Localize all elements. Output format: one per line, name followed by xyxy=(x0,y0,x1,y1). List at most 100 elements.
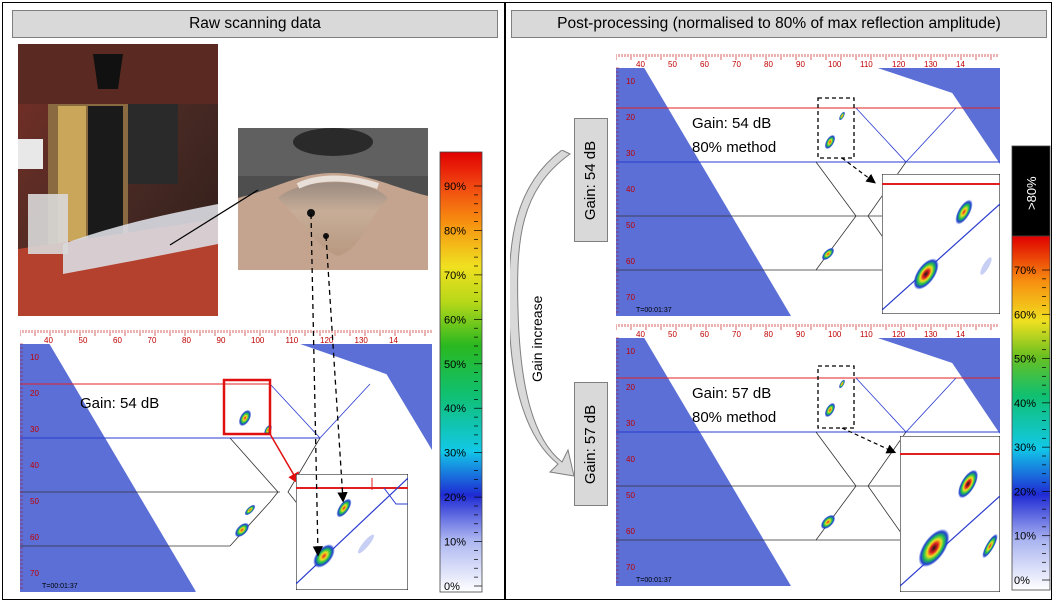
post-top-highlight-box xyxy=(817,97,855,159)
ruler-label: 80 xyxy=(182,336,191,345)
ruler-label: 90 xyxy=(217,336,226,345)
depth-label: 20 xyxy=(30,389,39,398)
colorbar-tick-label: 0% xyxy=(1014,575,1030,587)
post-bottom-scan-image: 40 50 60 70 80 90 100 110 120 130 14 T=00:01:37 10… xyxy=(616,324,1000,586)
ruler-label: 120 xyxy=(892,60,906,69)
side-label-54: Gain: 54 dB xyxy=(574,118,608,242)
ruler-label: 130 xyxy=(924,330,938,339)
post-top-gain-label: Gain: 54 dB xyxy=(692,115,771,132)
ruler-label: 90 xyxy=(796,60,805,69)
depth-label: 60 xyxy=(626,257,635,266)
colorbar-tick-label: 20% xyxy=(1014,486,1036,498)
ruler-label: 60 xyxy=(700,60,709,69)
ruler-label: 130 xyxy=(924,60,938,69)
post-bottom-time-label: T=00:01:37 xyxy=(636,577,672,584)
depth-label: 20 xyxy=(626,113,635,122)
side-label-54-text: Gain: 54 dB xyxy=(582,140,600,220)
header-raw: Raw scanning data xyxy=(12,10,498,38)
raw-time-label: T=00:01:37 xyxy=(42,583,78,590)
post-bottom-highlight-box xyxy=(817,365,855,429)
post-bottom-zoom-inset xyxy=(900,436,1000,592)
colorbar-tick-label: 30% xyxy=(444,448,466,460)
raw-scan-image: 40 50 60 70 80 90 100 110 120 130 14 T=00:01:37 10… xyxy=(20,330,432,592)
ruler-label: 14 xyxy=(956,330,965,339)
depth-label: 70 xyxy=(626,293,635,302)
header-post-label: Post-processing (normalised to 80% of ma… xyxy=(557,15,1001,32)
depth-label: 10 xyxy=(626,347,635,356)
ruler-label: 110 xyxy=(860,60,873,69)
ruler-label: 60 xyxy=(700,330,709,339)
colorbar-tick-label: 60% xyxy=(444,314,466,326)
depth-label: 40 xyxy=(626,185,635,194)
colorbar-right-top-label: >80% xyxy=(1024,176,1039,210)
ruler-label: 50 xyxy=(79,336,88,345)
depth-label: 40 xyxy=(30,461,39,470)
colorbar-tick-label: 70% xyxy=(444,270,466,282)
ruler-label: 50 xyxy=(668,60,677,69)
post-top-method-label: 80% method xyxy=(692,139,776,156)
post-bottom-gain-label: Gain: 57 dB xyxy=(692,385,771,402)
colorbar-tick-label: 50% xyxy=(1014,354,1036,366)
colorbar-right-ticks: 70% 60% 50% 40% 30% 20% 10% 0% xyxy=(1014,265,1050,587)
panel-divider xyxy=(504,2,506,600)
header-raw-label: Raw scanning data xyxy=(189,15,321,32)
depth-label: 30 xyxy=(626,149,635,158)
depth-label: 60 xyxy=(30,533,39,542)
ruler-label: 50 xyxy=(668,330,677,339)
ruler-label: 110 xyxy=(286,336,299,345)
ruler-label: 60 xyxy=(113,336,122,345)
side-label-57: Gain: 57 dB xyxy=(574,382,608,506)
raw-gain-label: Gain: 54 dB xyxy=(80,395,159,412)
depth-label: 30 xyxy=(626,419,635,428)
depth-label: 50 xyxy=(626,221,635,230)
ruler-label: 40 xyxy=(636,60,645,69)
gain-increase-arrow: Gain increase xyxy=(510,150,575,477)
colorbar-right: >80% 70% 60% 50% 40% 30% 20% 10% 0% xyxy=(1011,145,1051,591)
ruler-label: 70 xyxy=(732,330,741,339)
header-post: Post-processing (normalised to 80% of ma… xyxy=(511,10,1047,38)
colorbar-tick-label: 40% xyxy=(444,403,466,415)
weld-photo xyxy=(238,128,428,270)
side-label-57-text: Gain: 57 dB xyxy=(582,404,600,484)
weld-photo-image xyxy=(238,128,428,270)
ruler-label: 120 xyxy=(320,336,334,345)
post-top-ruler: 40 50 60 70 80 90 100 110 120 130 14 xyxy=(616,54,998,69)
colorbar-left-ticks: 90% 80% 70% 60% 50% 40% 30% 20% 10% 0% xyxy=(444,181,482,593)
ruler-label: 130 xyxy=(355,336,369,345)
depth-label: 40 xyxy=(626,455,635,464)
ruler-label: 100 xyxy=(828,60,842,69)
probe-photo-image xyxy=(18,44,218,316)
gain-increase-label: Gain increase xyxy=(529,295,545,382)
post-top-depth-ticks: 10 20 30 40 50 60 70 xyxy=(616,67,635,313)
post-bottom-depth-ticks: 10 20 30 40 50 60 70 xyxy=(616,337,635,583)
post-bottom-method-label: 80% method xyxy=(692,409,776,426)
depth-label: 70 xyxy=(626,563,635,572)
depth-label: 10 xyxy=(626,77,635,86)
colorbar-tick-label: 90% xyxy=(444,181,466,193)
ruler-label: 80 xyxy=(764,330,773,339)
post-bottom-ruler: 40 50 60 70 80 90 100 110 120 130 14 xyxy=(616,324,998,339)
ruler-label: 110 xyxy=(860,330,873,339)
colorbar-tick-label: 0% xyxy=(444,581,460,593)
colorbar-tick-label: 50% xyxy=(444,359,466,371)
depth-label: 50 xyxy=(626,491,635,500)
raw-highlight-box xyxy=(222,378,272,436)
colorbar-tick-label: 10% xyxy=(1014,531,1036,543)
post-top-time-label: T=00:01:37 xyxy=(636,307,672,314)
colorbar-tick-label: 40% xyxy=(1014,398,1036,410)
ruler-label: 70 xyxy=(732,60,741,69)
depth-label: 30 xyxy=(30,425,39,434)
probe-photo xyxy=(18,44,218,316)
colorbar-tick-label: 20% xyxy=(444,492,466,504)
ruler-label: 120 xyxy=(892,330,906,339)
colorbar-tick-label: 80% xyxy=(444,225,466,237)
ruler-label: 90 xyxy=(796,330,805,339)
depth-label: 10 xyxy=(30,353,39,362)
post-top-zoom-inset xyxy=(882,174,1000,314)
ruler-label: 40 xyxy=(636,330,645,339)
ruler-label: 100 xyxy=(828,330,842,339)
colorbar-left: 90% 80% 70% 60% 50% 40% 30% 20% 10% 0% xyxy=(439,151,483,593)
